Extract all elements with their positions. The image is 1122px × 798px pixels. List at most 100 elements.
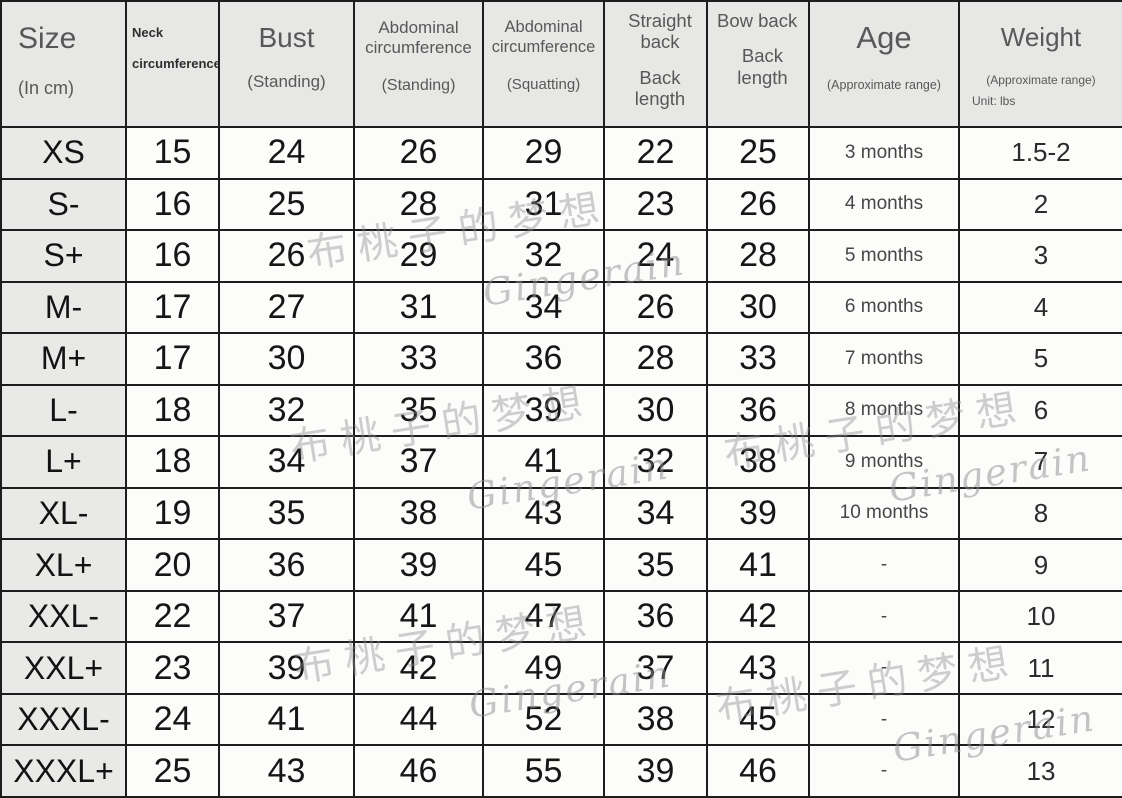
cell-abd-standing: 29	[353, 229, 484, 283]
header-abdominal-standing-sub: (Standing)	[381, 76, 456, 94]
table-row: L- 18 32 35 39 30 36 8 months 6	[0, 383, 1122, 438]
header-abdominal-squatting: Abdominal circumference (Squatting)	[482, 0, 605, 128]
cell-neck: 20	[125, 538, 220, 592]
table-row: M- 17 27 31 34 26 30 6 months 4	[0, 280, 1122, 335]
cell-abd-squatting: 39	[482, 383, 605, 438]
cell-abd-standing: 33	[353, 332, 484, 386]
cell-bow-back: 30	[706, 280, 810, 335]
cell-bust: 41	[218, 692, 355, 747]
cell-age: 4 months	[808, 177, 960, 232]
cell-size: S-	[0, 177, 127, 232]
cell-abd-squatting: 31	[482, 177, 605, 232]
cell-abd-squatting: 29	[482, 126, 605, 180]
cell-bust: 27	[218, 280, 355, 335]
cell-abd-standing: 42	[353, 641, 484, 695]
cell-bust: 34	[218, 435, 355, 489]
cell-size: XXL-	[0, 589, 127, 644]
cell-abd-squatting: 41	[482, 435, 605, 489]
cell-straight-back: 38	[603, 692, 708, 747]
cell-bust: 25	[218, 177, 355, 232]
header-bow-back: Bow back Back length	[706, 0, 810, 128]
cell-straight-back: 36	[603, 589, 708, 644]
header-size-unit: (In cm)	[18, 78, 74, 98]
cell-abd-standing: 41	[353, 589, 484, 644]
header-bow-back-line2: Back length	[737, 45, 788, 88]
cell-bow-back: 33	[706, 332, 810, 386]
cell-bust: 43	[218, 744, 355, 798]
table-body: XS 15 24 26 29 22 25 3 months 1.5-2 S- 16 25 28 31 23 2…	[0, 126, 1122, 798]
cell-weight: 9	[958, 538, 1122, 592]
cell-bust: 36	[218, 538, 355, 592]
header-bow-back-line1: Bow back	[717, 10, 798, 31]
cell-abd-squatting: 52	[482, 692, 605, 747]
cell-age: -	[808, 641, 960, 695]
cell-size: M-	[0, 280, 127, 335]
cell-abd-squatting: 47	[482, 589, 605, 644]
cell-bow-back: 25	[706, 126, 810, 180]
cell-bow-back: 38	[706, 435, 810, 489]
cell-neck: 15	[125, 126, 220, 180]
header-bust-sub: (Standing)	[247, 72, 326, 91]
cell-neck: 18	[125, 435, 220, 489]
cell-weight: 1.5-2	[958, 126, 1122, 180]
cell-bow-back: 41	[706, 538, 810, 592]
header-straight-back-line1: Straight back	[628, 10, 692, 53]
cell-size: M+	[0, 332, 127, 386]
cell-abd-squatting: 49	[482, 641, 605, 695]
cell-weight: 3	[958, 229, 1122, 283]
cell-size: XL-	[0, 486, 127, 541]
cell-bow-back: 36	[706, 383, 810, 438]
table-row: XXL- 22 37 41 47 36 42-10	[0, 589, 1122, 644]
cell-weight: 8	[958, 486, 1122, 541]
header-neck-line1: Neck	[132, 25, 164, 40]
cell-weight: 7	[958, 435, 1122, 489]
cell-neck: 24	[125, 692, 220, 747]
table-row: S- 16 25 28 31 23 26 4 months 2	[0, 177, 1122, 232]
cell-abd-squatting: 55	[482, 744, 605, 798]
cell-age: -	[808, 744, 960, 798]
cell-neck: 17	[125, 280, 220, 335]
header-abdominal-standing-title: Abdominal circumference	[365, 18, 472, 58]
cell-bow-back: 43	[706, 641, 810, 695]
cell-bow-back: 42	[706, 589, 810, 644]
cell-abd-standing: 26	[353, 126, 484, 180]
cell-abd-squatting: 45	[482, 538, 605, 592]
cell-size: XL+	[0, 538, 127, 592]
table-row: XXXL- 24 41 44 52 38 45-12	[0, 692, 1122, 747]
cell-neck: 23	[125, 641, 220, 695]
cell-neck: 25	[125, 744, 220, 798]
cell-size: L-	[0, 383, 127, 438]
cell-abd-standing: 35	[353, 383, 484, 438]
cell-abd-squatting: 34	[482, 280, 605, 335]
cell-bow-back: 26	[706, 177, 810, 232]
header-abdominal-squatting-sub: (Squatting)	[506, 75, 581, 93]
cell-straight-back: 28	[603, 332, 708, 386]
cell-bow-back: 45	[706, 692, 810, 747]
cell-size: S+	[0, 229, 127, 283]
cell-abd-standing: 28	[353, 177, 484, 232]
header-abdominal-standing: Abdominal circumference (Standing)	[353, 0, 484, 128]
cell-weight: 10	[958, 589, 1122, 644]
cell-age: 10 months	[808, 486, 960, 541]
header-age-sub: (Approximate range)	[827, 78, 941, 92]
cell-bust: 35	[218, 486, 355, 541]
cell-age: 9 months	[808, 435, 960, 489]
cell-weight: 11	[958, 641, 1122, 695]
cell-weight: 4	[958, 280, 1122, 335]
header-weight-unit: Unit: lbs	[972, 94, 1016, 108]
cell-size: L+	[0, 435, 127, 489]
cell-neck: 16	[125, 229, 220, 283]
header-size: Size (In cm)	[0, 0, 127, 128]
header-row: Size (In cm) Neck circumference Bust (St…	[0, 0, 1122, 128]
cell-straight-back: 37	[603, 641, 708, 695]
cell-neck: 19	[125, 486, 220, 541]
cell-neck: 22	[125, 589, 220, 644]
cell-straight-back: 26	[603, 280, 708, 335]
cell-size: XXL+	[0, 641, 127, 695]
header-age-title: Age	[856, 20, 912, 55]
header-age: Age (Approximate range)	[808, 0, 960, 128]
cell-bow-back: 28	[706, 229, 810, 283]
header-weight-title: Weight	[1000, 22, 1082, 52]
cell-age: 3 months	[808, 126, 960, 180]
